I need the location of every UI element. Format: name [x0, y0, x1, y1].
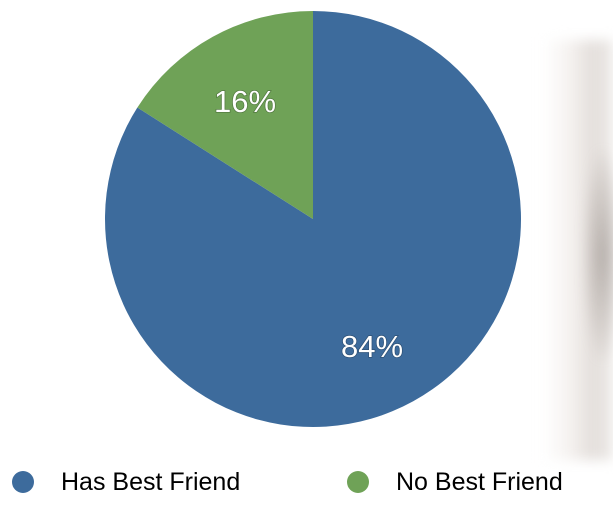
pie-labels: 84% 16% — [213, 83, 404, 365]
pie-slice-no-best-friend — [137, 11, 313, 219]
chart-legend: Has Best Friend No Best Friend — [0, 462, 613, 502]
legend-swatch-no-best-friend — [347, 471, 369, 493]
pie-slices — [104, 11, 522, 427]
pie-chart: 84% 16% — [104, 11, 522, 427]
legend-entry-has-best-friend: Has Best Friend — [12, 462, 240, 502]
background-photo-fragment — [543, 40, 613, 460]
background-photo-shadow — [583, 150, 613, 360]
slice-label-has-best-friend: 84% — [341, 329, 403, 364]
legend-label-has-best-friend: Has Best Friend — [61, 467, 241, 496]
legend-swatch-has-best-friend — [12, 471, 34, 493]
legend-label-no-best-friend: No Best Friend — [396, 467, 563, 496]
slice-label-no-best-friend: 16% — [214, 84, 276, 119]
legend-entry-no-best-friend: No Best Friend — [347, 462, 563, 502]
